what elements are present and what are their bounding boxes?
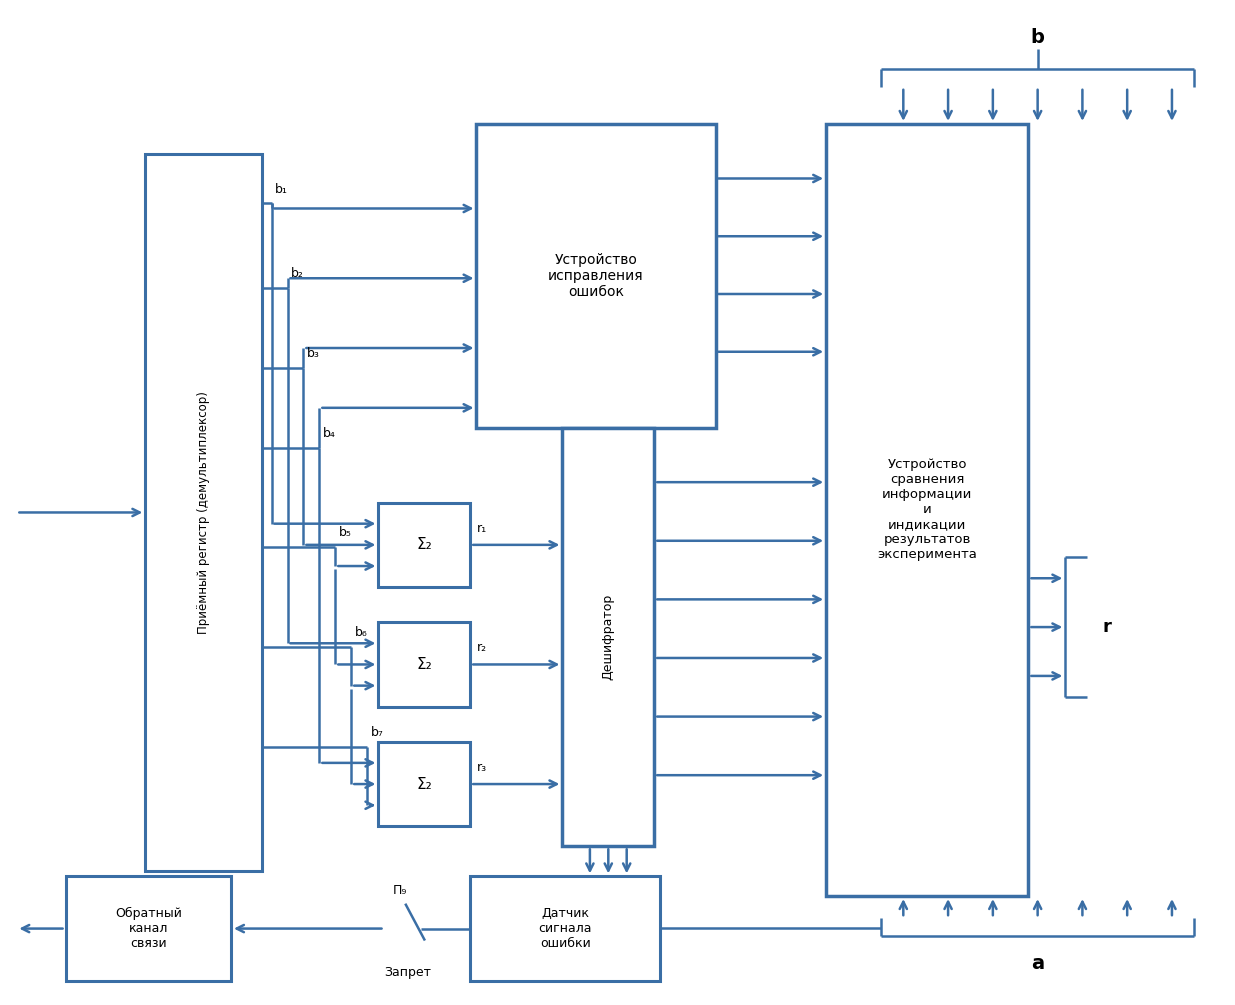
Text: Σ₂: Σ₂: [416, 657, 432, 672]
Text: Датчик
сигнала
ошибки: Датчик сигнала ошибки: [538, 908, 592, 950]
Text: Запрет: Запрет: [384, 967, 431, 980]
Text: П₉: П₉: [393, 883, 408, 896]
Text: Σ₂: Σ₂: [416, 538, 432, 553]
Text: r: r: [1102, 618, 1112, 636]
Bar: [562, 428, 655, 846]
Text: b: b: [1031, 27, 1045, 46]
Text: b₃: b₃: [308, 347, 320, 360]
Bar: [477, 124, 715, 428]
Bar: [378, 502, 471, 587]
Text: Σ₂: Σ₂: [416, 777, 432, 792]
Text: b₅: b₅: [340, 527, 352, 540]
Bar: [378, 622, 471, 707]
Bar: [146, 154, 262, 871]
Bar: [378, 742, 471, 826]
Text: r₁: r₁: [477, 522, 487, 535]
Text: b₇: b₇: [370, 726, 384, 739]
Text: b₁: b₁: [275, 183, 288, 196]
Text: r₃: r₃: [477, 761, 487, 774]
Text: Обратный
канал
связи: Обратный канал связи: [115, 908, 182, 950]
Text: b₆: b₆: [354, 626, 368, 639]
Text: a: a: [1031, 955, 1045, 974]
Text: Дешифратор: Дешифратор: [601, 594, 615, 680]
Bar: [471, 876, 661, 981]
Bar: [826, 124, 1029, 896]
Text: Приёмный регистр (демультиплексор): Приёмный регистр (демультиплексор): [198, 391, 210, 634]
Text: b₄: b₄: [324, 427, 336, 440]
Bar: [65, 876, 231, 981]
Text: Устройство
сравнения
информации
и
индикации
результатов
эксперимента: Устройство сравнения информации и индика…: [877, 458, 977, 562]
Text: Устройство
исправления
ошибок: Устройство исправления ошибок: [548, 252, 643, 298]
Text: r₂: r₂: [477, 641, 487, 654]
Text: b₂: b₂: [291, 267, 304, 280]
